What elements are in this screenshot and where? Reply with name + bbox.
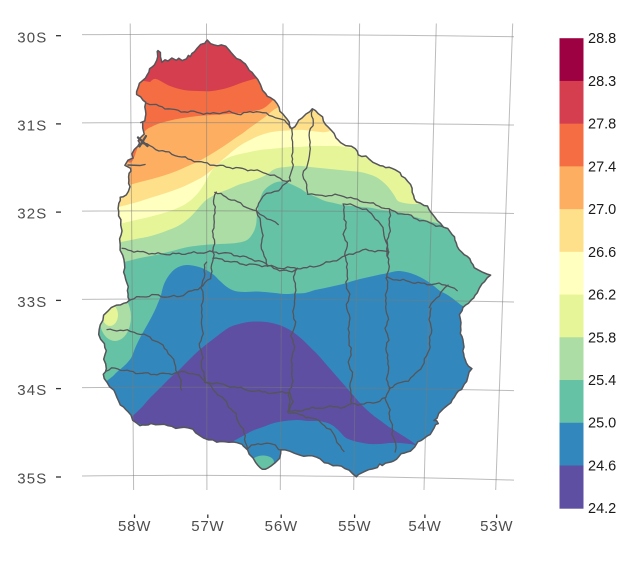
svg-text:54W: 54W [408,518,441,535]
svg-text:33S: 33S [17,294,47,311]
svg-text:53W: 53W [480,518,513,535]
svg-text:30S: 30S [17,29,47,46]
svg-text:27.8: 27.8 [588,117,616,133]
svg-text:34S: 34S [17,382,47,399]
svg-text:56W: 56W [265,518,298,535]
svg-text:28.3: 28.3 [588,74,616,90]
svg-text:58W: 58W [118,518,151,535]
svg-text:28.8: 28.8 [588,31,616,47]
svg-text:55W: 55W [338,518,371,535]
svg-text:27.4: 27.4 [588,159,616,175]
svg-text:57W: 57W [191,518,224,535]
svg-text:25.8: 25.8 [588,330,616,346]
svg-text:24.2: 24.2 [588,501,616,517]
svg-text:35S: 35S [17,471,47,488]
svg-text:24.6: 24.6 [588,459,616,475]
svg-text:25.4: 25.4 [588,373,616,389]
svg-text:31S: 31S [17,118,47,135]
svg-text:27.0: 27.0 [588,202,616,218]
svg-text:25.0: 25.0 [588,416,616,432]
svg-text:26.2: 26.2 [588,288,616,304]
svg-text:32S: 32S [17,206,47,223]
svg-text:26.6: 26.6 [588,245,616,261]
